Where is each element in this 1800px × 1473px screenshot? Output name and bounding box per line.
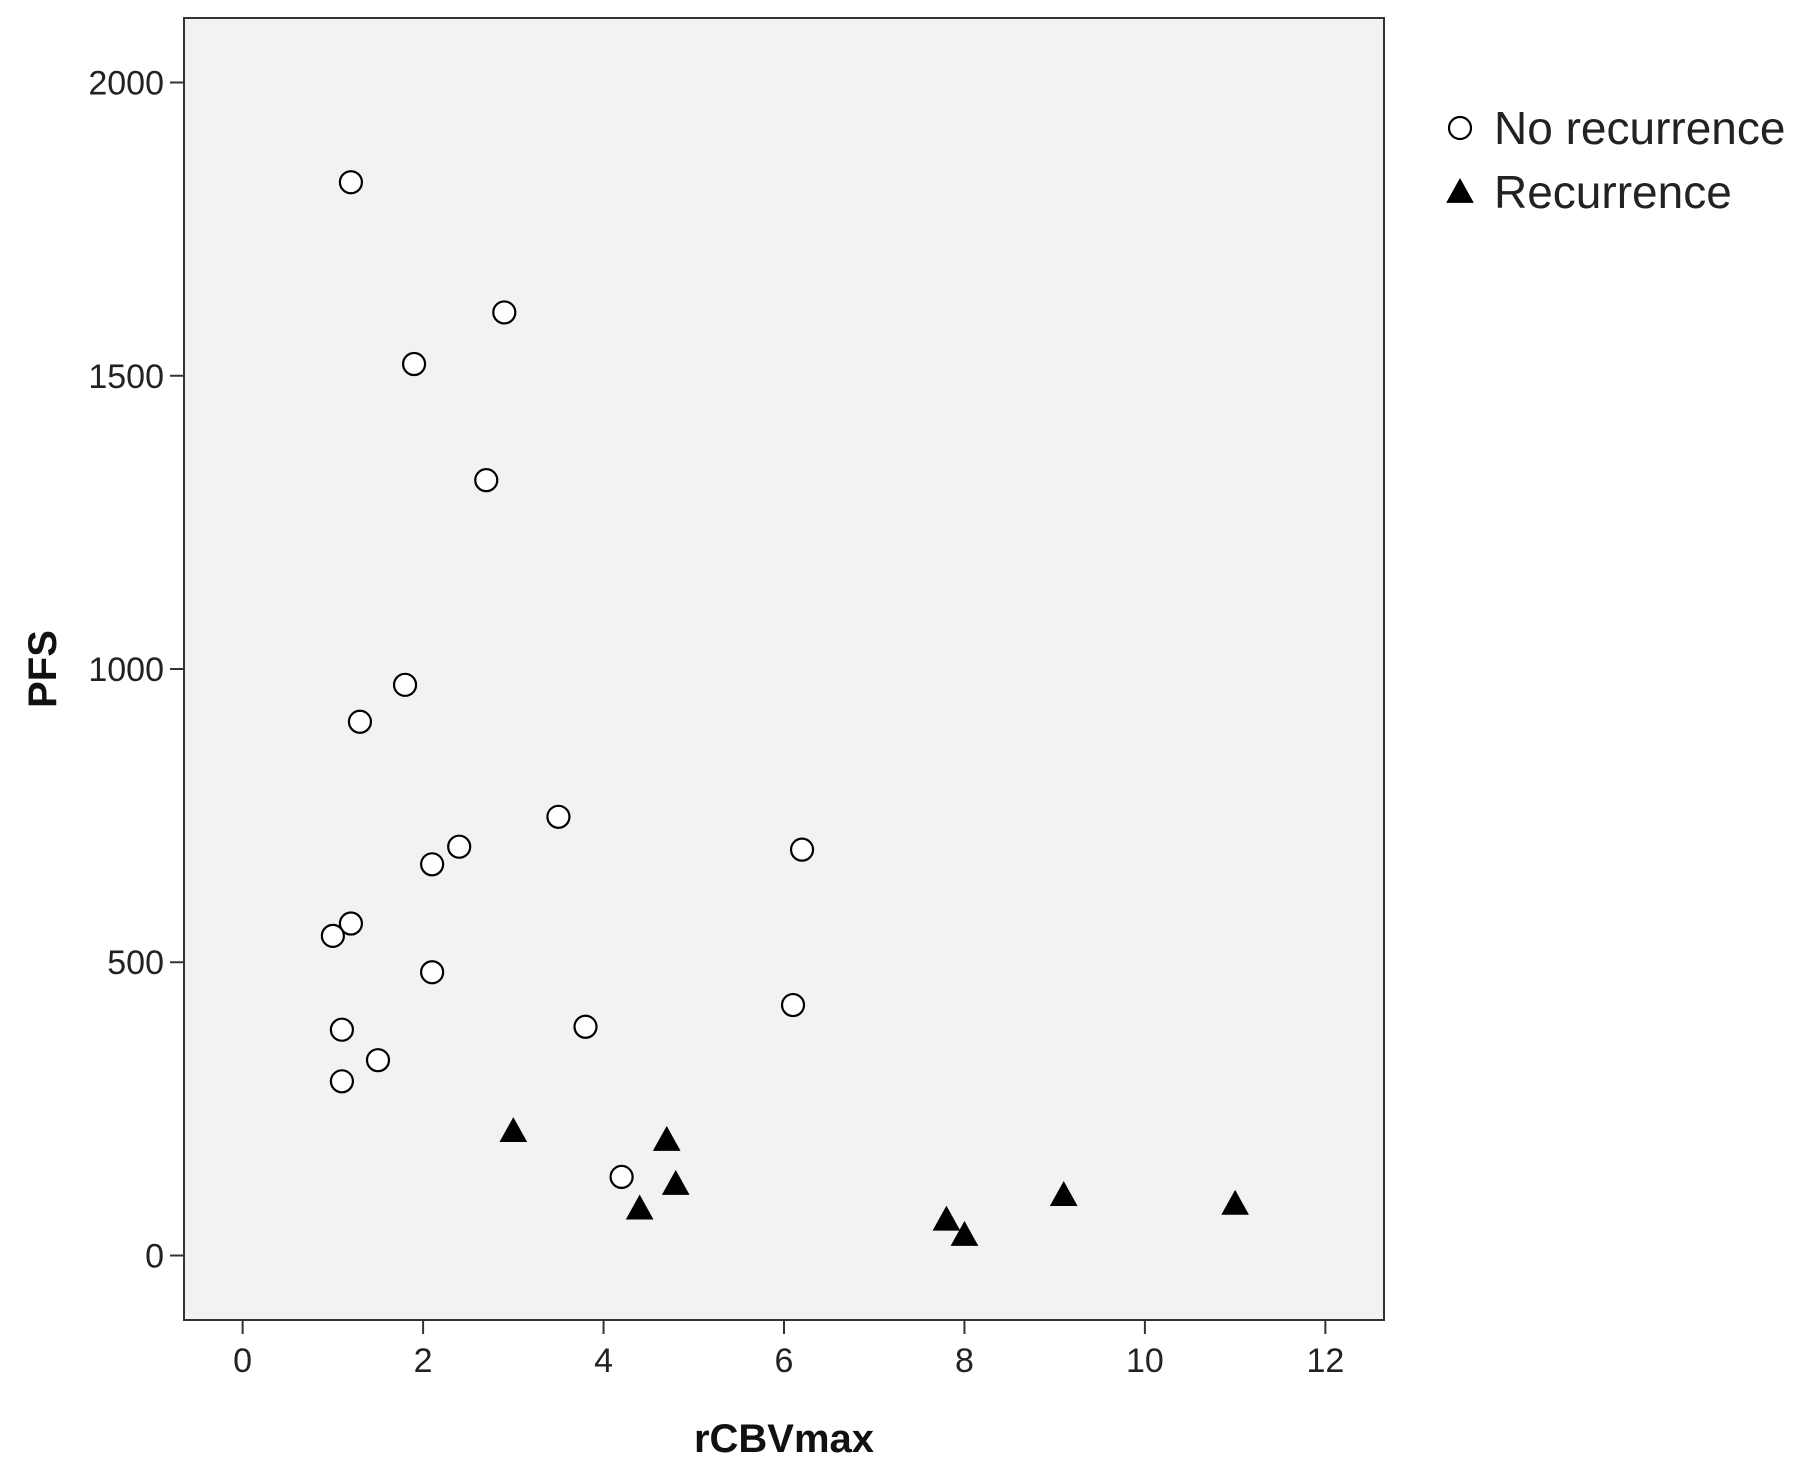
- no-recurrence-point: [338, 170, 364, 195]
- plot-area: [183, 17, 1385, 1321]
- recurrence-point: [1221, 1189, 1249, 1215]
- y-tick-label: 2000: [88, 65, 164, 103]
- x-tick-label: 6: [775, 1342, 794, 1380]
- x-tick-label: 4: [594, 1342, 613, 1380]
- no-recurrence-point: [320, 923, 345, 948]
- no-recurrence-point: [420, 960, 445, 985]
- legend-label: Recurrence: [1494, 166, 1732, 218]
- no-recurrence-point: [365, 1048, 391, 1073]
- data-points: [320, 170, 1249, 1246]
- no-recurrence-point: [420, 852, 445, 877]
- y-axis-title: PFS: [21, 630, 65, 708]
- recurrence-point: [1049, 1181, 1078, 1206]
- no-recurrence-point: [573, 1014, 598, 1039]
- no-recurrence-point: [474, 468, 499, 493]
- y-tick-label: 1500: [88, 358, 164, 396]
- x-tick-label: 12: [1306, 1342, 1344, 1380]
- no-recurrence-point: [447, 834, 472, 859]
- no-recurrence-point: [347, 709, 373, 734]
- no-recurrence-point: [492, 300, 517, 325]
- legend-filled-triangle-icon: [1446, 177, 1474, 203]
- series-group: [499, 1117, 1249, 1246]
- recurrence-point: [661, 1169, 690, 1195]
- no-recurrence-point: [609, 1164, 634, 1189]
- legend-label: No recurrence: [1494, 102, 1785, 154]
- x-tick-label: 8: [955, 1342, 974, 1380]
- x-axis-title: rCBVmax: [694, 1417, 874, 1461]
- no-recurrence-point: [329, 1017, 354, 1042]
- recurrence-point: [625, 1194, 654, 1220]
- y-tick-label: 500: [107, 944, 164, 982]
- y-tick-label: 1000: [88, 651, 164, 689]
- recurrence-point: [950, 1220, 979, 1246]
- no-recurrence-point: [392, 672, 418, 697]
- x-tick-label: 2: [414, 1342, 433, 1380]
- series-group: [320, 170, 815, 1189]
- legend-open-circle-icon: [1447, 115, 1473, 141]
- no-recurrence-point: [780, 992, 806, 1018]
- no-recurrence-point: [789, 837, 815, 862]
- recurrence-point: [932, 1205, 961, 1231]
- recurrence-point: [499, 1117, 528, 1143]
- no-recurrence-point: [401, 351, 427, 377]
- y-tick-label: 0: [145, 1237, 164, 1275]
- no-recurrence-point: [338, 911, 364, 936]
- legend: No recurrence Recurrence: [1446, 102, 1785, 218]
- x-tick-label: 10: [1126, 1342, 1164, 1380]
- x-axis: 0 2 4 6 8 10 12: [233, 1320, 1344, 1380]
- no-recurrence-point: [329, 1069, 354, 1094]
- no-recurrence-point: [546, 804, 571, 829]
- y-axis: 0 500 1000 1500 2000: [88, 65, 184, 1275]
- plot-frame: [183, 17, 1385, 1321]
- x-tick-label: 0: [233, 1342, 252, 1380]
- recurrence-point: [652, 1125, 681, 1151]
